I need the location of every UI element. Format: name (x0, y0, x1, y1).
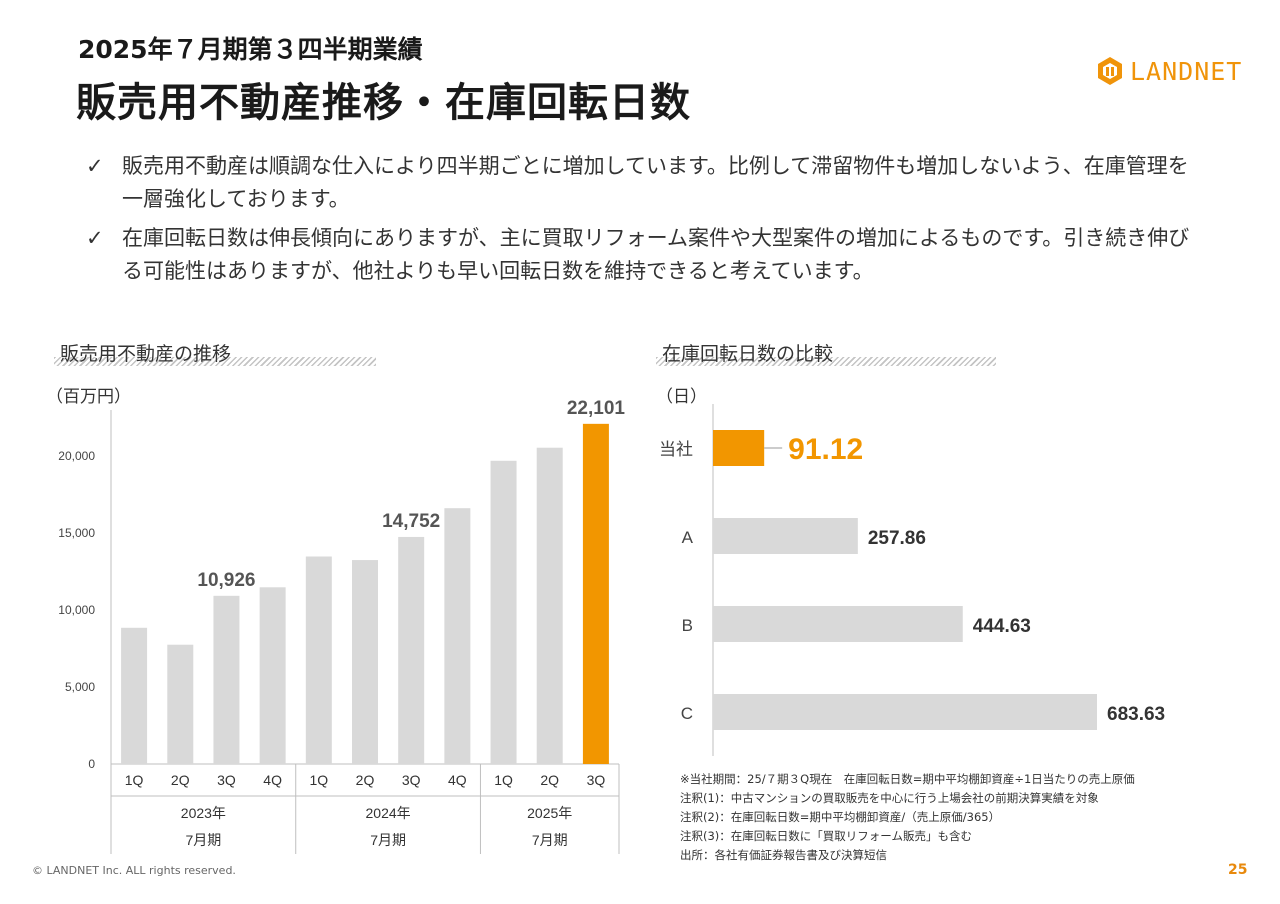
page-number: 25 (1228, 862, 1248, 878)
bar (444, 508, 471, 764)
data-label: 10,926 (197, 570, 255, 591)
inventory-unit-label: （百万円） (46, 387, 131, 407)
group-period-label: 7月期 (370, 832, 406, 848)
logo-text: LANDNET (1130, 56, 1243, 86)
category-label: C (681, 704, 693, 723)
footnote: 注釈(3)：在庫回転日数に「買取リフォーム販売」も含む (680, 829, 972, 843)
y-tick-label: 15,000 (58, 526, 95, 540)
footnote: ※当社期間：25/７期３Q現在 在庫回転日数=期中平均棚卸資産÷1日当たりの売上… (680, 772, 1135, 786)
bar (713, 606, 963, 642)
x-tick-label: 3Q (587, 772, 606, 788)
section-underline (54, 357, 376, 366)
section-underline (656, 357, 996, 366)
y-tick-label: 5,000 (65, 680, 95, 694)
bar (259, 587, 286, 764)
x-tick-label: 2Q (356, 772, 375, 788)
turnover-unit-label: （日） (656, 387, 707, 407)
bullet-text: 在庫回転日数は伸長傾向にありますが、主に買取リフォーム案件や大型案件の増加による… (122, 226, 1190, 283)
bar (121, 627, 148, 764)
category-label: A (682, 528, 694, 547)
category-label: 当社 (659, 440, 693, 459)
bar (213, 595, 240, 764)
bar (305, 556, 332, 764)
bar (713, 430, 765, 466)
value-label: 444.63 (973, 616, 1031, 637)
bar (536, 447, 563, 764)
inventory-bar-chart: 0 5,000 10,000 15,000 20,000 1Q 2Q 3Q 4Q 1Q 2Q 3Q 4Q… (58, 398, 625, 854)
x-tick-label: 1Q (125, 772, 144, 788)
turnover-bar-chart: 当社 91.12 A 257.86 B 444.63 C 683.63 (659, 404, 1165, 756)
group-period-label: 7月期 (532, 832, 568, 848)
data-label: 14,752 (382, 511, 440, 532)
x-tick-label: 4Q (448, 772, 467, 788)
check-icon: ✓ (86, 226, 104, 250)
x-tick-label: 1Q (494, 772, 513, 788)
group-period-label: 7月期 (185, 832, 221, 848)
bar (490, 460, 517, 764)
bar (398, 536, 425, 764)
category-label: B (682, 616, 693, 635)
x-tick-label: 2Q (171, 772, 190, 788)
bar (582, 423, 609, 764)
x-tick-label: 4Q (263, 772, 282, 788)
y-tick-label: 10,000 (58, 603, 95, 617)
page-subtitle: 2025年７月期第３四半期業績 (78, 35, 423, 64)
bar (713, 694, 1097, 730)
bullet-list: ✓ 販売用不動産は順調な仕入により四半期ごとに増加しています。比例して滞留物件も… (86, 150, 1206, 294)
x-tick-label: 3Q (402, 772, 421, 788)
y-tick-label: 20,000 (58, 449, 95, 463)
bar (352, 560, 378, 764)
bar (167, 644, 194, 764)
y-tick-label: 0 (88, 757, 95, 771)
landnet-logo-icon (1098, 57, 1122, 85)
footnote: 注釈(2)：在庫回転日数=期中平均棚卸資産/（売上原価/365） (680, 810, 1001, 824)
x-tick-label: 2Q (540, 772, 559, 788)
group-year-label: 2024年 (366, 805, 411, 821)
value-label: 257.86 (868, 528, 926, 549)
footnote: 出所：各社有価証券報告書及び決算短信 (680, 848, 887, 862)
company-logo: LANDNET (1097, 56, 1242, 86)
footnotes: ※当社期間：25/７期３Q現在 在庫回転日数=期中平均棚卸資産÷1日当たりの売上… (680, 770, 1135, 865)
check-icon: ✓ (86, 154, 104, 178)
bullet-item: ✓ 在庫回転日数は伸長傾向にありますが、主に買取リフォーム案件や大型案件の増加に… (86, 222, 1206, 288)
bullet-item: ✓ 販売用不動産は順調な仕入により四半期ごとに増加しています。比例して滞留物件も… (86, 150, 1206, 216)
value-label: 683.63 (1107, 704, 1165, 725)
bar (713, 518, 858, 554)
copyright: © LANDNET Inc. ALL rights reserved. (32, 864, 236, 877)
group-year-label: 2025年 (527, 805, 572, 821)
group-year-label: 2023年 (181, 805, 226, 821)
footnote: 注釈(1)：中古マンションの買取販売を中心に行う上場会社の前期決算実績を対象 (680, 791, 1099, 805)
inventory-chart-title: 販売用不動産の推移 (60, 343, 232, 365)
page-title: 販売用不動産推移・在庫回転日数 (76, 80, 691, 126)
x-tick-label: 1Q (309, 772, 328, 788)
value-label: 91.12 (788, 433, 863, 466)
turnover-chart-title: 在庫回転日数の比較 (662, 343, 834, 365)
x-tick-label: 3Q (217, 772, 236, 788)
data-label: 22,101 (567, 398, 626, 419)
bullet-text: 販売用不動産は順調な仕入により四半期ごとに増加しています。比例して滞留物件も増加… (122, 154, 1189, 211)
